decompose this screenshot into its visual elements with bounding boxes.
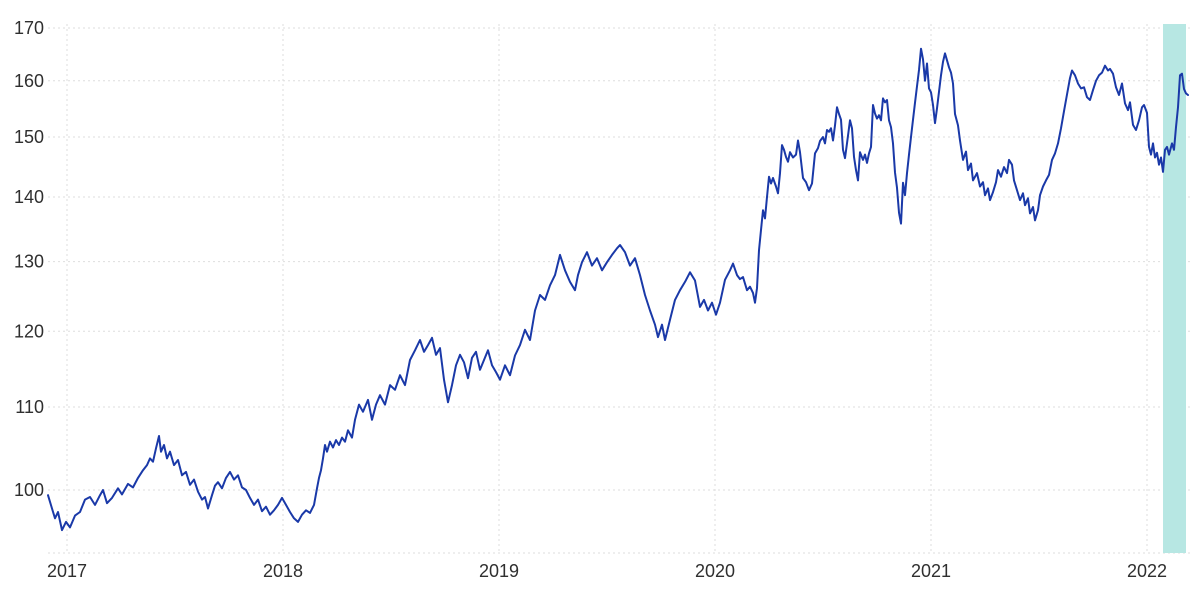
- x-axis-tick-label: 2021: [911, 561, 951, 581]
- gridlines: [48, 24, 1192, 554]
- highlight-band: [1163, 24, 1186, 553]
- y-axis-tick-label: 160: [14, 71, 44, 91]
- x-axis-tick-label: 2017: [47, 561, 87, 581]
- highlight-band-layer: [1163, 24, 1186, 553]
- y-axis-tick-label: 170: [14, 18, 44, 38]
- y-axis-tick-labels: 100 110 120 130 140 150 160 170: [14, 18, 44, 500]
- y-axis-tick-label: 130: [14, 252, 44, 272]
- y-axis-tick-label: 120: [14, 321, 44, 341]
- x-axis-tick-label: 2019: [479, 561, 519, 581]
- price-line-series: [47, 47, 1189, 532]
- y-axis-tick-label: 140: [14, 187, 44, 207]
- y-axis-tick-label: 100: [14, 480, 44, 500]
- series-layer: [47, 47, 1189, 532]
- x-axis-tick-label: 2020: [695, 561, 735, 581]
- x-axis-tick-label: 2018: [263, 561, 303, 581]
- y-axis-tick-label: 110: [15, 397, 44, 417]
- x-axis-tick-label: 2022: [1127, 561, 1167, 581]
- x-axis-tick-labels: 2017 2018 2019 2020 2021 2022: [47, 561, 1167, 581]
- y-axis-tick-label: 150: [14, 127, 44, 147]
